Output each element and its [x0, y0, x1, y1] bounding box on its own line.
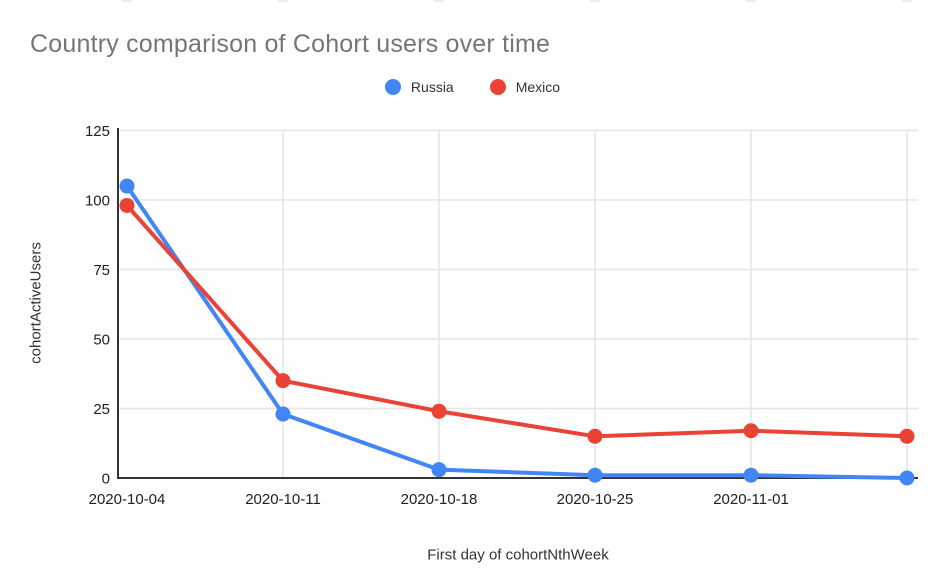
data-point-mexico-0[interactable] — [119, 197, 135, 213]
cropped-text-artifact — [746, 0, 756, 2]
cropped-text-artifact — [278, 0, 288, 2]
x-tick-label: 2020-11-01 — [713, 491, 789, 508]
y-axis-title: cohortActiveUsers — [27, 242, 45, 364]
legend-label: Mexico — [515, 79, 561, 95]
data-point-russia-5[interactable] — [899, 470, 915, 486]
x-tick-label: 2020-10-11 — [245, 491, 321, 508]
legend-item-russia[interactable]: Russia — [384, 79, 454, 95]
legend-item-mexico[interactable]: Mexico — [489, 79, 561, 95]
cropped-text-artifact — [902, 0, 912, 2]
data-point-mexico-5[interactable] — [899, 428, 915, 444]
x-axis-title: First day of cohortNthWeek — [427, 546, 609, 564]
chart-title: Country comparison of Cohort users over … — [30, 30, 551, 58]
legend-dot-icon — [384, 79, 401, 95]
y-tick-label: 125 — [85, 123, 110, 140]
data-point-mexico-4[interactable] — [743, 423, 759, 439]
data-point-russia-2[interactable] — [431, 462, 447, 478]
y-tick-label: 50 — [93, 331, 110, 348]
series-line-mexico — [125, 203, 909, 439]
x-tick-label: 2020-10-25 — [557, 491, 634, 508]
legend: Russia Mexico — [0, 79, 945, 95]
data-point-mexico-3[interactable] — [587, 428, 603, 444]
data-point-mexico-2[interactable] — [431, 403, 447, 419]
cropped-text-artifact — [590, 0, 600, 2]
cropped-text-artifact — [122, 0, 132, 2]
data-point-russia-1[interactable] — [275, 406, 291, 422]
y-tick-label: 100 — [85, 192, 110, 209]
y-tick-label: 0 — [102, 471, 110, 488]
x-tick-label: 2020-10-04 — [89, 491, 166, 508]
data-point-russia-3[interactable] — [587, 467, 603, 483]
cropped-text-artifact — [434, 0, 444, 2]
y-tick-label: 25 — [93, 401, 110, 418]
data-point-russia-0[interactable] — [119, 178, 135, 194]
y-tick-label: 75 — [93, 262, 110, 279]
data-point-russia-4[interactable] — [743, 467, 759, 483]
series-line-russia — [125, 184, 909, 480]
x-tick-label: 2020-10-18 — [401, 491, 478, 508]
legend-dot-icon — [489, 79, 506, 95]
data-point-mexico-1[interactable] — [275, 373, 291, 389]
legend-label: Russia — [410, 79, 454, 95]
